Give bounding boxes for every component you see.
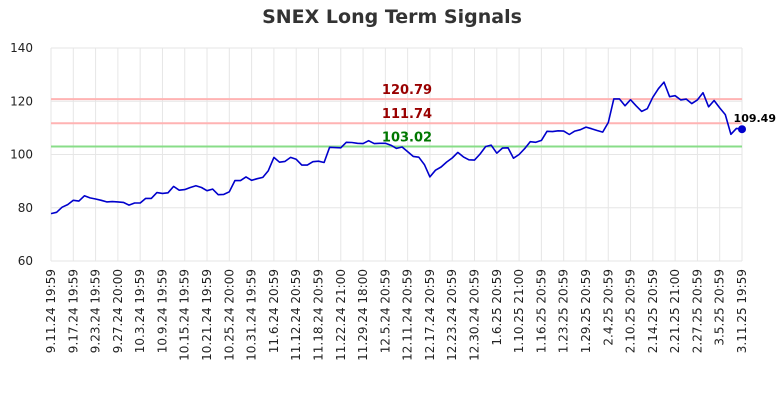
x-tick-label: 11.29.24 18:00 xyxy=(356,269,370,361)
grid xyxy=(50,47,743,262)
x-tick-label: 10.3.24 19:59 xyxy=(133,269,147,353)
x-tick-label: 1.29.25 20:59 xyxy=(579,269,593,353)
x-tick-label: 2.4.25 20:59 xyxy=(601,269,615,346)
signal-level-label: 120.79 xyxy=(382,83,432,98)
x-tick-label: 9.23.24 19:59 xyxy=(89,269,103,353)
signal-level-label: 111.74 xyxy=(382,107,432,122)
x-tick-label: 10.21.24 19:59 xyxy=(200,269,214,361)
x-tick-label: 11.18.24 20:59 xyxy=(311,269,325,361)
x-tick-label: 12.30.24 20:59 xyxy=(468,269,482,361)
x-tick-label: 9.17.24 19:59 xyxy=(66,269,80,353)
x-tick-label: 9.27.24 20:00 xyxy=(111,269,125,353)
x-tick-label: 11.22.24 21:00 xyxy=(334,269,348,361)
x-tick-label: 2.21.25 21:00 xyxy=(668,269,682,353)
x-tick-label: 11.12.24 20:59 xyxy=(289,269,303,361)
chart-title: SNEX Long Term Signals xyxy=(262,6,522,28)
last-value-label: 109.49 xyxy=(734,112,776,125)
x-tick-label: 1.6.25 20:59 xyxy=(490,269,504,346)
x-tick-label: 11.6.24 20:59 xyxy=(267,269,281,353)
x-tick-label: 10.31.24 19:59 xyxy=(245,269,259,361)
x-tick-label: 2.14.25 20:59 xyxy=(646,269,660,353)
y-tick-label: 100 xyxy=(10,148,33,162)
y-tick-label: 60 xyxy=(18,254,33,268)
x-tick-label: 3.5.25 20:59 xyxy=(713,269,727,346)
x-tick-label: 9.11.24 19:59 xyxy=(44,269,58,353)
x-tick-label: 2.27.25 20:59 xyxy=(690,269,704,353)
x-tick-label: 10.25.24 20:00 xyxy=(222,269,236,361)
x-tick-label: 3.11.25 19:59 xyxy=(735,269,749,353)
price-line xyxy=(50,81,743,215)
x-tick-label: 12.23.24 20:59 xyxy=(445,269,459,361)
x-tick-label: 1.23.25 20:59 xyxy=(557,269,571,353)
x-tick-label: 12.17.24 20:59 xyxy=(423,269,437,361)
signal-levels: 120.79 111.74 103.02 xyxy=(51,83,742,148)
signal-level-label: 103.02 xyxy=(382,130,432,145)
x-tick-label: 10.15.24 19:59 xyxy=(178,269,192,361)
y-tick-label: 140 xyxy=(10,41,33,55)
x-tick-label: 12.11.24 20:59 xyxy=(401,269,415,361)
y-tick-label: 120 xyxy=(10,94,33,108)
x-tick-label: 1.16.25 20:59 xyxy=(534,269,548,353)
x-tick-label: 12.5.24 20:59 xyxy=(378,269,392,353)
x-tick-label: 2.10.25 20:59 xyxy=(624,269,638,353)
price-series: 109.49 xyxy=(50,81,776,215)
y-tick-label: 80 xyxy=(18,201,33,215)
y-axis: 60 80 100 120 140 xyxy=(10,41,33,268)
x-axis: 9.11.24 19:59 9.17.24 19:59 9.23.24 19:59 9… xyxy=(44,269,749,361)
x-tick-label: 1.10.25 21:00 xyxy=(512,269,526,353)
last-value-marker xyxy=(738,125,746,134)
x-tick-label: 10.9.24 19:59 xyxy=(155,269,169,353)
